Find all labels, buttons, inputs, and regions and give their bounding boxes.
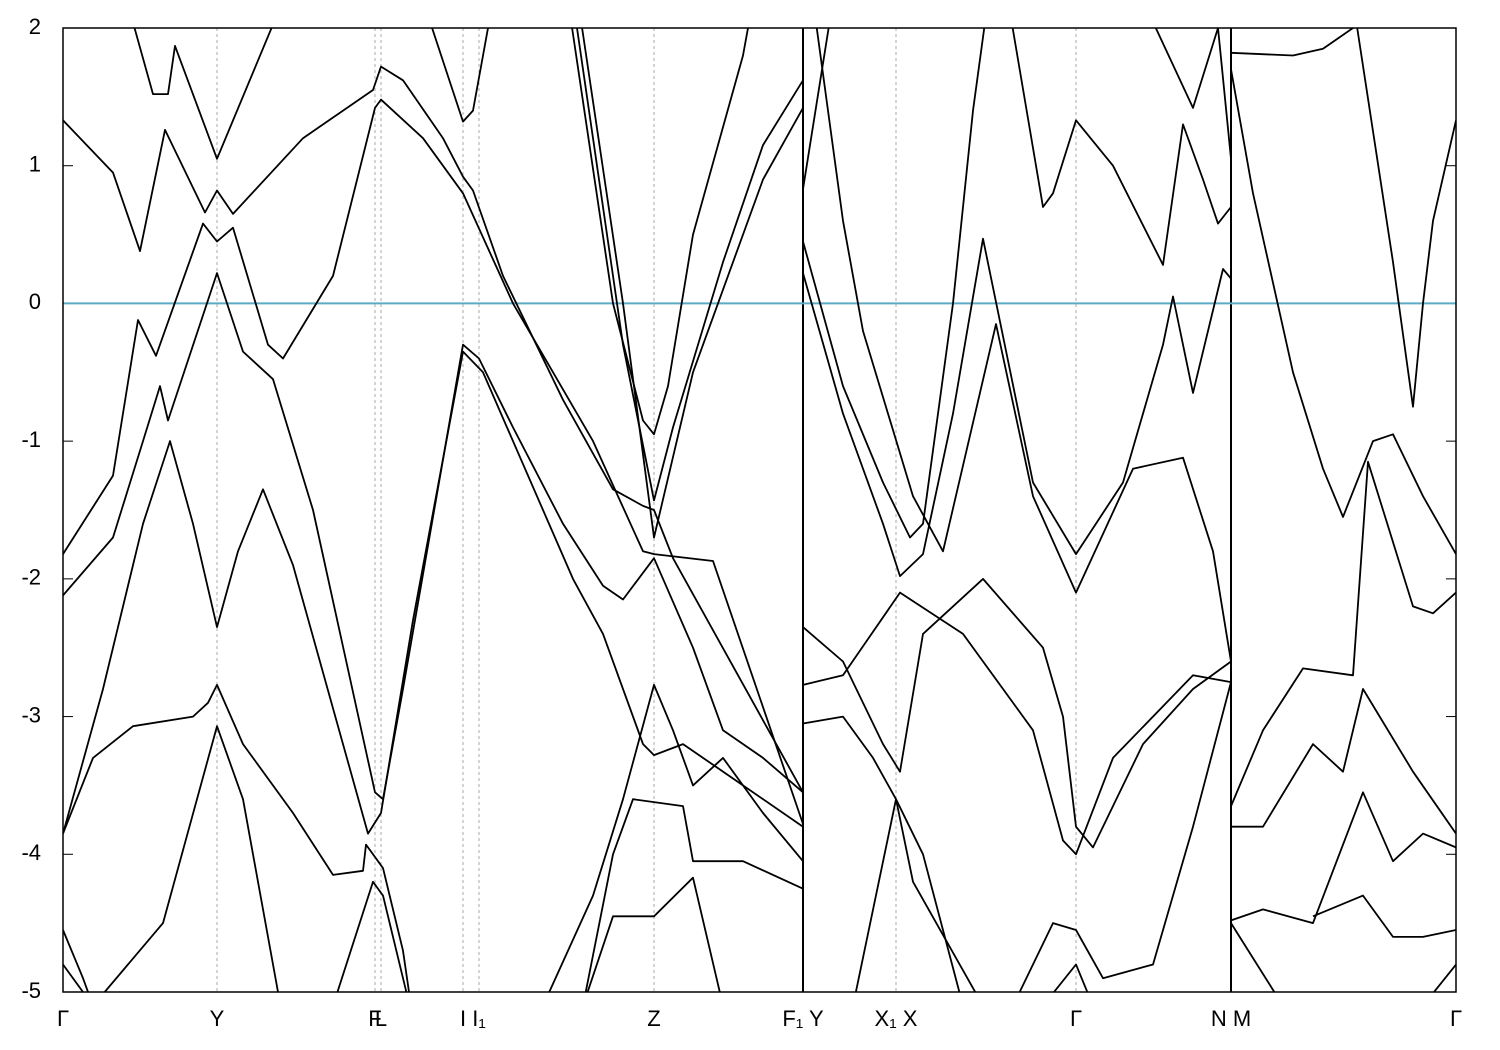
band-line	[1432, 963, 1456, 992]
y-tick-label: -3	[21, 702, 41, 727]
x-tick-label: F₁ Y	[782, 1006, 824, 1031]
band-line	[63, 350, 804, 835]
x-tick-label: Y	[210, 1006, 225, 1031]
band-line	[63, 272, 804, 801]
labels: -5 -4 -3 -2 -1 0 1 2 Γ Y FL I I₁ Z F₁ Y X₁ X Γ N M Γ	[21, 14, 1462, 1031]
band-line	[1018, 681, 1232, 992]
x-tick-label: Z	[647, 1006, 660, 1031]
band-line	[1052, 963, 1089, 992]
band-line	[63, 98, 804, 825]
x-tick-label: Γ	[1070, 1006, 1082, 1031]
band-line	[1230, 28, 1354, 57]
band-line	[815, 28, 1232, 662]
band-line	[854, 798, 977, 992]
band-line	[802, 591, 1232, 856]
x-tick-label: X₁ X	[875, 1006, 918, 1031]
y-tick-label: 2	[29, 14, 41, 39]
y-tick-label: -4	[21, 840, 41, 865]
x-tick-label: F	[368, 1006, 381, 1031]
band-line	[1230, 460, 1456, 807]
band-line	[802, 578, 1232, 849]
y-tick-label: -5	[21, 978, 41, 1003]
band-line	[336, 880, 408, 992]
x-tick-label: I₁	[472, 1006, 486, 1031]
band-line	[584, 798, 804, 992]
x-tick-label: L	[375, 1006, 387, 1031]
band-line	[1230, 69, 1456, 555]
band-line	[586, 876, 721, 992]
bands	[63, 28, 1456, 992]
band-line	[1011, 28, 1232, 266]
band-line	[63, 684, 410, 992]
plot-frame	[62, 27, 1457, 993]
band-line	[1230, 791, 1456, 924]
band-line	[1356, 28, 1456, 408]
y-tick-label: -1	[21, 427, 41, 452]
x-tick-label: Γ	[57, 1006, 69, 1031]
band-line	[63, 929, 89, 992]
band-line	[63, 65, 804, 793]
band-line	[548, 684, 804, 992]
band-line	[1154, 28, 1232, 159]
band-line	[133, 28, 273, 160]
x-tick-label: Γ	[1450, 1006, 1462, 1031]
y-tick-label: -2	[21, 565, 41, 590]
y-tick-label: 0	[29, 289, 41, 314]
band-line	[571, 28, 749, 436]
band-line	[103, 725, 279, 992]
band-line	[63, 963, 85, 992]
x-tick-label: I	[460, 1006, 466, 1031]
band-line	[576, 28, 804, 502]
band-line	[1231, 688, 1456, 835]
band-line	[431, 28, 489, 123]
x-tick-label: N M	[1211, 1006, 1251, 1031]
y-tick-label: 1	[29, 152, 41, 177]
band-line	[802, 715, 961, 992]
band-line	[802, 28, 986, 539]
band-line	[802, 28, 830, 190]
band-line	[581, 28, 804, 539]
band-line	[1230, 922, 1276, 992]
band-line	[1312, 894, 1456, 938]
band-line	[802, 237, 1232, 577]
